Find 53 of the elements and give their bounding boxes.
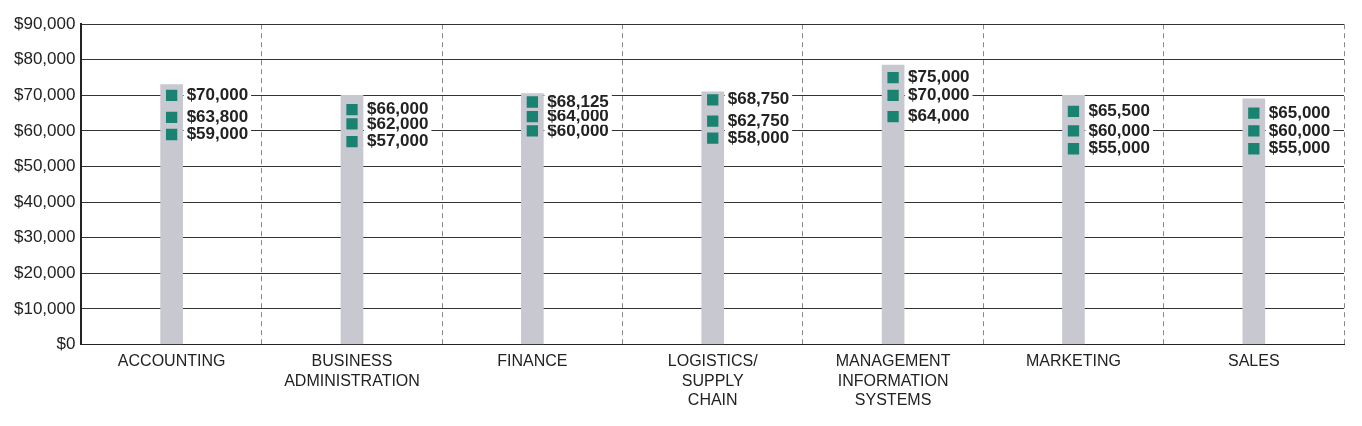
x-tick-label: MARKETING — [1025, 352, 1122, 370]
y-tick-label: $50,000 — [14, 156, 76, 176]
y-tick-label: $90,000 — [14, 13, 76, 33]
data-label: $70,000 — [908, 85, 970, 105]
x-tick-label: SALES — [1228, 352, 1280, 370]
point — [346, 118, 358, 130]
data-label: $63,800 — [186, 107, 249, 127]
point — [887, 89, 899, 102]
x-tick-label: FINANCE — [497, 352, 568, 370]
data-label: $65,500 — [1088, 101, 1150, 121]
data-label: $55,000 — [1268, 138, 1331, 158]
x-tick-label: MANAGEMENT INFORMATION SYSTEMS — [835, 352, 951, 408]
y-tick-label: $40,000 — [14, 191, 76, 211]
data-label: $57,000 — [367, 131, 429, 151]
data-label: $62,750 — [727, 110, 790, 130]
data-label: $59,000 — [186, 124, 249, 144]
point — [1248, 143, 1260, 155]
y-tick-label: $80,000 — [14, 49, 76, 69]
point — [1067, 125, 1080, 137]
y-tick-label: $10,000 — [14, 298, 76, 318]
point — [165, 89, 178, 102]
point — [526, 125, 539, 137]
data-label: $65,000 — [1268, 102, 1331, 122]
point — [887, 71, 899, 84]
point — [1248, 125, 1260, 137]
data-label: $68,750 — [727, 89, 790, 109]
data-label: $64,000 — [908, 106, 970, 126]
point — [165, 128, 178, 141]
data-label: $70,000 — [186, 85, 249, 105]
point — [346, 135, 358, 148]
point — [526, 111, 539, 123]
data-label: $55,000 — [1088, 138, 1150, 158]
y-tick-label: $20,000 — [14, 262, 76, 282]
point — [526, 96, 539, 108]
x-tick-label: LOGISTICS/ SUPPLY CHAIN — [667, 352, 759, 408]
data-label: $60,000 — [1268, 120, 1331, 140]
point — [165, 111, 178, 124]
point — [707, 94, 719, 106]
y-tick-label: $70,000 — [14, 85, 76, 105]
point — [1067, 143, 1080, 155]
x-tick-label: ACCOUNTING — [117, 352, 226, 370]
y-tick-label: $30,000 — [14, 227, 76, 247]
data-label: $75,000 — [908, 67, 970, 87]
x-tick-label: BUSINESS ADMINISTRATION — [284, 352, 420, 389]
point — [1067, 105, 1080, 118]
y-tick-label: $60,000 — [14, 120, 76, 140]
point — [707, 132, 719, 144]
point — [707, 115, 719, 127]
y-tick-label: $0 — [56, 334, 76, 354]
point — [1248, 107, 1260, 119]
point — [346, 103, 358, 116]
point — [887, 111, 899, 123]
data-label: $60,000 — [1088, 120, 1150, 140]
